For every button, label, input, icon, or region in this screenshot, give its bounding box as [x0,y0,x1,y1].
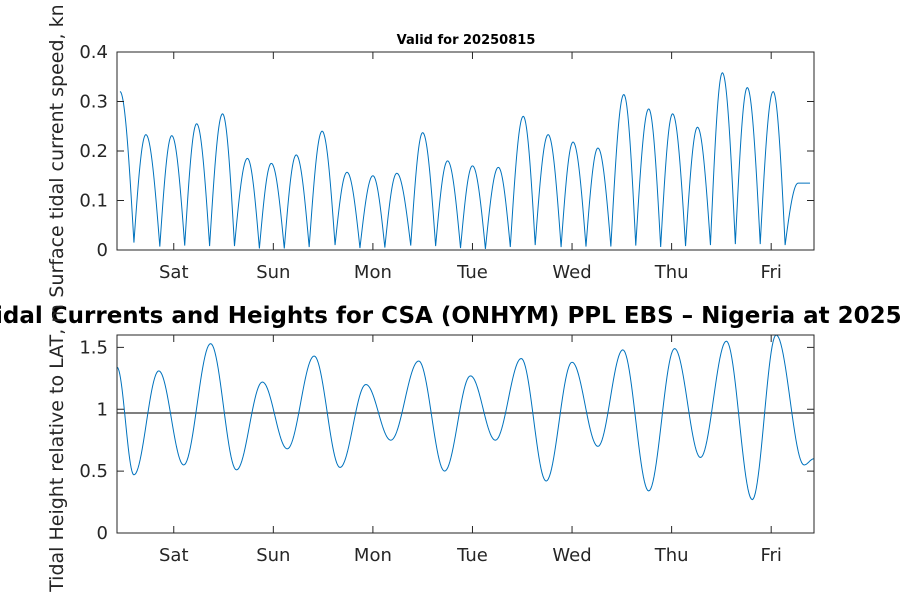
tidal-height-x-tick-label: Sat [159,545,189,566]
tidal-height-y-tick-label: 0.5 [79,461,108,482]
current-speed-series-line [119,72,811,250]
current-speed-x-tick-label: Mon [354,262,392,283]
current-speed-y-axis: 0 0.1 0.2 0.3 0.4 [79,42,814,261]
tidal-height-x-tick-label: Thu [654,545,689,566]
current-speed-y-tick-label: 0.3 [79,92,108,113]
current-speed-x-tick-label: Wed [552,262,591,283]
current-speed-title: Valid for 20250815 [397,33,536,48]
tidal-height-axes-box [116,334,815,534]
tidal-height-x-tick-label: Sun [256,545,290,566]
tidal-height-x-tick-label: Wed [552,545,591,566]
current-speed-y-tick-label: 0 [97,240,108,261]
tidal-height-y-tick-label: 1.5 [79,337,108,358]
tidal-height-y-label: Tidal Height relative to LAT, m [46,304,68,593]
tidal-height-x-tick-label: Mon [354,545,392,566]
current-speed-y-label: Surface tidal current speed, kn [46,4,68,297]
tidal-height-x-axis: Sat Sun Mon Tue Wed Thu Fri [159,335,782,566]
tidal-height-y-tick-label: 0 [97,523,108,544]
current-speed-x-tick-label: Fri [760,262,781,283]
current-speed-x-tick-label: Sat [159,262,189,283]
current-speed-y-tick-label: 0.1 [79,191,108,212]
current-speed-x-tick-label: Tue [456,262,488,283]
current-speed-x-axis: Sat Sun Mon Tue Wed Thu Fri [159,52,782,283]
tidal-height-x-tick-label: Tue [456,545,488,566]
current-speed-y-tick-label: 0.4 [79,42,108,63]
current-speed-x-tick-label: Sun [256,262,290,283]
tidal-height-y-axis: 0 0.5 1 1.5 [79,337,814,544]
tidal-height-y-tick-label: 1 [97,399,108,420]
current-speed-y-tick-label: 0.2 [79,141,108,162]
tidal-height-series-line [117,335,814,501]
current-speed-panel: Valid for 20250815 0 0.1 0.2 0.3 0.4 Sat Sun M… [46,4,815,298]
tidal-height-x-tick-label: Fri [760,545,781,566]
figure-suptitle: idal Currents and Heights for CSA (ONHYM… [0,303,900,329]
tidal-height-panel: 0 0.5 1 1.5 Sat Sun Mon Tue Wed Thu Fri Tidal Hei… [46,304,815,593]
tidal-height-plot-area [117,335,814,501]
current-speed-plot-area [119,72,811,250]
current-speed-x-tick-label: Thu [654,262,689,283]
